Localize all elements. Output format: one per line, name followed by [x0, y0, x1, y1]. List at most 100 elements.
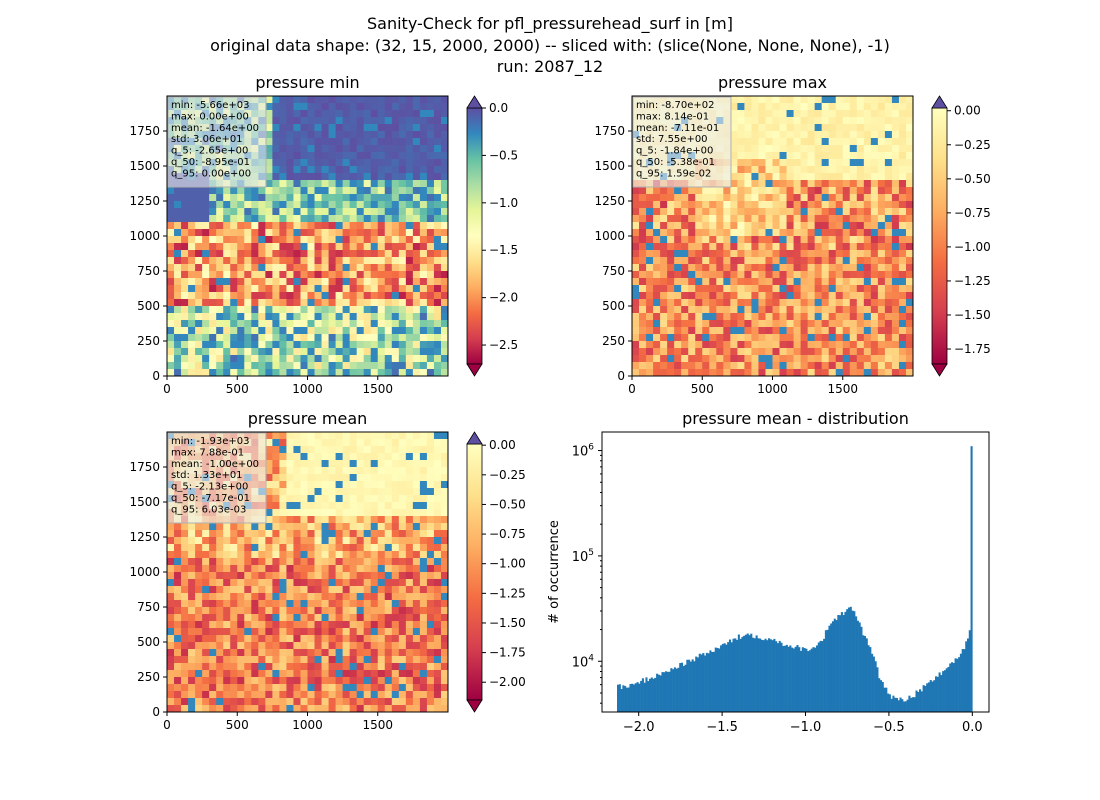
heatmap-cell — [293, 355, 301, 363]
heatmap-cell — [244, 635, 252, 643]
heatmap-cell — [286, 180, 294, 188]
heatmap-cell — [440, 215, 449, 223]
heatmap-cell — [412, 698, 421, 706]
heatmap-cell — [632, 285, 640, 293]
heatmap-cell — [244, 663, 252, 671]
heatmap-cell — [342, 551, 351, 559]
heatmap-cell — [426, 558, 435, 566]
heatmap-cell — [405, 488, 414, 496]
heatmap-cell — [188, 264, 196, 272]
heatmap-cell — [391, 222, 400, 230]
heatmap-cell — [230, 285, 238, 293]
heatmap-cell — [426, 551, 435, 559]
heatmap-cell — [877, 306, 886, 314]
heatmap-cell — [800, 131, 809, 139]
heatmap-cell — [349, 173, 358, 181]
heatmap-cell — [660, 348, 668, 356]
heatmap-cell — [814, 145, 823, 153]
heatmap-cell — [391, 460, 400, 468]
heatmap-cell — [223, 201, 231, 209]
heatmap-cell — [342, 488, 351, 496]
colorbar-extend-min — [931, 363, 948, 377]
heatmap-cell — [265, 544, 273, 552]
heatmap-cell — [307, 187, 315, 195]
heatmap-cell — [695, 369, 703, 377]
heatmap-cell — [293, 124, 301, 132]
heatmap-cell — [363, 355, 372, 363]
x-tick-label: 1500 — [362, 382, 393, 396]
heatmap-cell — [849, 306, 858, 314]
heatmap-cell — [398, 201, 407, 209]
heatmap-cell — [793, 187, 802, 195]
heatmap-cell — [342, 264, 351, 272]
heatmap-cell — [321, 586, 329, 594]
heatmap-cell — [349, 572, 358, 580]
heatmap-cell — [293, 579, 301, 587]
heatmap-cell — [251, 257, 259, 265]
heatmap-cell — [730, 124, 738, 132]
heatmap-cell — [660, 341, 668, 349]
heatmap-cell — [426, 278, 435, 286]
heatmap-cell — [398, 698, 407, 706]
heatmap-cell — [328, 642, 337, 650]
heatmap-cell — [230, 642, 238, 650]
heatmap-cell — [209, 243, 217, 251]
heatmap-cell — [891, 159, 900, 167]
heatmap-cell — [426, 306, 435, 314]
heatmap-cell — [258, 530, 266, 538]
heatmap-cell — [300, 271, 308, 279]
heatmap-cell — [286, 544, 294, 552]
heatmap-cell — [223, 586, 231, 594]
heatmap-cell — [279, 124, 287, 132]
heatmap-cell — [419, 320, 428, 328]
heatmap-cell — [230, 229, 238, 237]
heatmap-cell — [279, 649, 287, 657]
heatmap-cell — [342, 663, 351, 671]
heatmap-cell — [258, 649, 266, 657]
heatmap-cell — [891, 327, 900, 335]
heatmap-cell — [426, 614, 435, 622]
heatmap-cell — [800, 369, 809, 377]
heatmap-cell — [377, 684, 386, 692]
heatmap-cell — [426, 635, 435, 643]
heatmap-cell — [384, 663, 393, 671]
heatmap-cell — [202, 208, 210, 216]
heatmap-cell — [321, 257, 329, 265]
heatmap-cell — [265, 509, 273, 517]
heatmap-cell — [863, 348, 872, 356]
heatmap-cell — [765, 166, 773, 174]
heatmap-cell — [751, 152, 759, 160]
heatmap-cell — [807, 166, 816, 174]
heatmap-cell — [356, 558, 365, 566]
heatmap-cell — [279, 614, 287, 622]
heatmap-cell — [765, 103, 773, 111]
heatmap-cell — [737, 222, 745, 230]
stats-line: q_95: 1.59e-02 — [636, 168, 711, 179]
heatmap-cell — [695, 208, 703, 216]
heatmap-cell — [405, 292, 414, 300]
heatmap-cell — [835, 306, 844, 314]
heatmap-cell — [216, 362, 224, 370]
heatmap-cell — [398, 614, 407, 622]
heatmap-cell — [286, 299, 294, 307]
heatmap-cell — [265, 621, 273, 629]
heatmap-cell — [300, 544, 308, 552]
heatmap-cell — [405, 166, 414, 174]
heatmap-cell — [223, 194, 231, 202]
heatmap-cell — [412, 670, 421, 678]
heatmap-cell — [744, 152, 752, 160]
heatmap-cell — [730, 306, 738, 314]
heatmap-cell — [744, 362, 752, 370]
heatmap-cell — [849, 250, 858, 258]
heatmap-cell — [349, 649, 358, 657]
heatmap-cell — [440, 628, 449, 636]
heatmap-cell — [307, 229, 315, 237]
heatmap-cell — [384, 229, 393, 237]
heatmap-cell — [237, 572, 245, 580]
heatmap-cell — [293, 131, 301, 139]
heatmap-cell — [639, 285, 647, 293]
heatmap-cell — [363, 103, 372, 111]
heatmap-cell — [419, 495, 428, 503]
heatmap-cell — [314, 614, 322, 622]
heatmap-cell — [293, 488, 301, 496]
